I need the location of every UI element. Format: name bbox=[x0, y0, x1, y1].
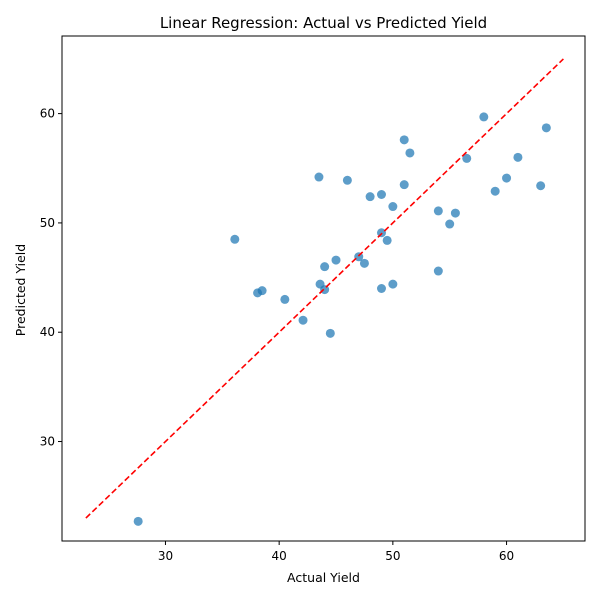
data-point bbox=[513, 152, 523, 162]
data-point bbox=[382, 235, 392, 245]
data-point bbox=[490, 186, 500, 196]
reference-line bbox=[85, 58, 564, 519]
plot-frame bbox=[61, 35, 586, 542]
data-point bbox=[257, 286, 267, 296]
chart-title: Linear Regression: Actual vs Predicted Y… bbox=[160, 14, 487, 32]
data-point bbox=[376, 189, 386, 199]
x-axis-label: Actual Yield bbox=[287, 570, 360, 585]
data-point bbox=[405, 148, 415, 158]
x-tick-label: 50 bbox=[385, 549, 400, 563]
y-tick-label: 40 bbox=[40, 325, 55, 339]
y-axis: 30 40 50 60 bbox=[40, 107, 62, 449]
data-point bbox=[298, 315, 308, 325]
data-point bbox=[450, 208, 460, 218]
data-point bbox=[502, 173, 512, 183]
data-point bbox=[359, 258, 369, 268]
data-point bbox=[365, 192, 375, 202]
data-point bbox=[388, 279, 398, 289]
x-tick-label: 60 bbox=[499, 549, 514, 563]
data-point bbox=[388, 202, 398, 212]
data-point bbox=[536, 181, 546, 191]
data-point bbox=[314, 172, 324, 182]
data-point bbox=[433, 206, 443, 216]
data-point bbox=[376, 284, 386, 293]
y-tick-label: 60 bbox=[40, 107, 55, 121]
x-tick-label: 40 bbox=[272, 549, 287, 563]
data-point bbox=[462, 153, 472, 163]
y-tick-label: 50 bbox=[40, 216, 55, 230]
data-point bbox=[445, 219, 455, 229]
y-axis-label: Predicted Yield bbox=[13, 244, 28, 336]
data-point bbox=[230, 234, 240, 244]
plot-area bbox=[85, 58, 564, 526]
x-axis: 30 40 50 60 bbox=[158, 541, 514, 563]
y-tick-label: 30 bbox=[40, 435, 55, 449]
data-point bbox=[325, 328, 335, 338]
data-point bbox=[280, 294, 290, 304]
data-point bbox=[399, 180, 409, 190]
data-point bbox=[342, 175, 352, 185]
data-point bbox=[541, 123, 551, 133]
data-point bbox=[433, 266, 443, 276]
data-point bbox=[320, 262, 330, 272]
x-tick-label: 30 bbox=[158, 549, 173, 563]
data-point bbox=[399, 135, 409, 145]
data-point bbox=[133, 516, 143, 526]
data-point bbox=[331, 255, 341, 265]
data-point bbox=[479, 112, 489, 122]
